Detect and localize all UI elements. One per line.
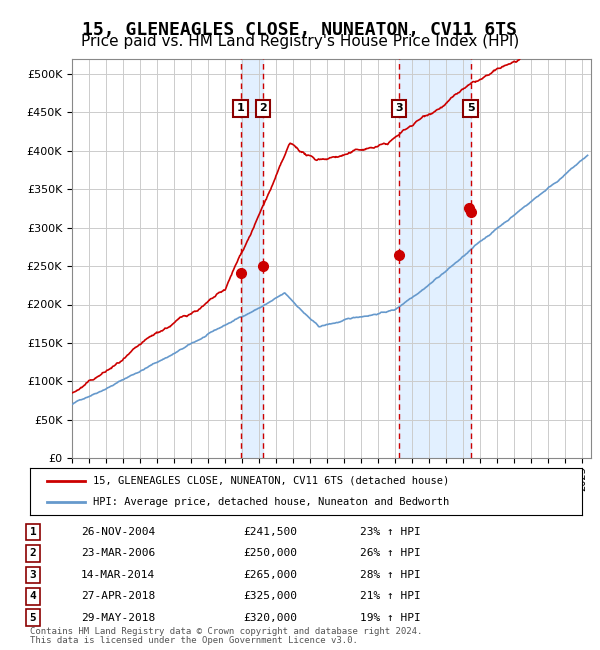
Text: £320,000: £320,000	[243, 613, 297, 623]
Text: Price paid vs. HM Land Registry's House Price Index (HPI): Price paid vs. HM Land Registry's House …	[81, 34, 519, 49]
Text: 19% ↑ HPI: 19% ↑ HPI	[360, 613, 421, 623]
Text: Contains HM Land Registry data © Crown copyright and database right 2024.: Contains HM Land Registry data © Crown c…	[30, 627, 422, 636]
Text: 26-NOV-2004: 26-NOV-2004	[81, 527, 155, 537]
Text: 5: 5	[467, 103, 475, 114]
Text: 1: 1	[29, 527, 37, 537]
Text: 2: 2	[259, 103, 267, 114]
Text: 28% ↑ HPI: 28% ↑ HPI	[360, 570, 421, 580]
Text: 3: 3	[395, 103, 403, 114]
Text: HPI: Average price, detached house, Nuneaton and Bedworth: HPI: Average price, detached house, Nune…	[94, 497, 450, 507]
Bar	[399, 58, 470, 458]
Text: 2: 2	[29, 549, 37, 558]
Text: £241,500: £241,500	[243, 527, 297, 537]
Text: £265,000: £265,000	[243, 570, 297, 580]
Text: 1: 1	[237, 103, 245, 114]
Text: 26% ↑ HPI: 26% ↑ HPI	[360, 549, 421, 558]
Text: 29-MAY-2018: 29-MAY-2018	[81, 613, 155, 623]
Text: 15, GLENEAGLES CLOSE, NUNEATON, CV11 6TS: 15, GLENEAGLES CLOSE, NUNEATON, CV11 6TS	[83, 21, 517, 39]
Text: 3: 3	[29, 570, 37, 580]
Bar	[241, 58, 263, 458]
Text: 5: 5	[29, 613, 37, 623]
Text: This data is licensed under the Open Government Licence v3.0.: This data is licensed under the Open Gov…	[30, 636, 358, 645]
Text: 4: 4	[29, 592, 37, 601]
Text: 21% ↑ HPI: 21% ↑ HPI	[360, 592, 421, 601]
Text: 27-APR-2018: 27-APR-2018	[81, 592, 155, 601]
Text: 23-MAR-2006: 23-MAR-2006	[81, 549, 155, 558]
Text: 15, GLENEAGLES CLOSE, NUNEATON, CV11 6TS (detached house): 15, GLENEAGLES CLOSE, NUNEATON, CV11 6TS…	[94, 476, 450, 486]
Text: 14-MAR-2014: 14-MAR-2014	[81, 570, 155, 580]
Text: 23% ↑ HPI: 23% ↑ HPI	[360, 527, 421, 537]
Text: £250,000: £250,000	[243, 549, 297, 558]
Text: £325,000: £325,000	[243, 592, 297, 601]
